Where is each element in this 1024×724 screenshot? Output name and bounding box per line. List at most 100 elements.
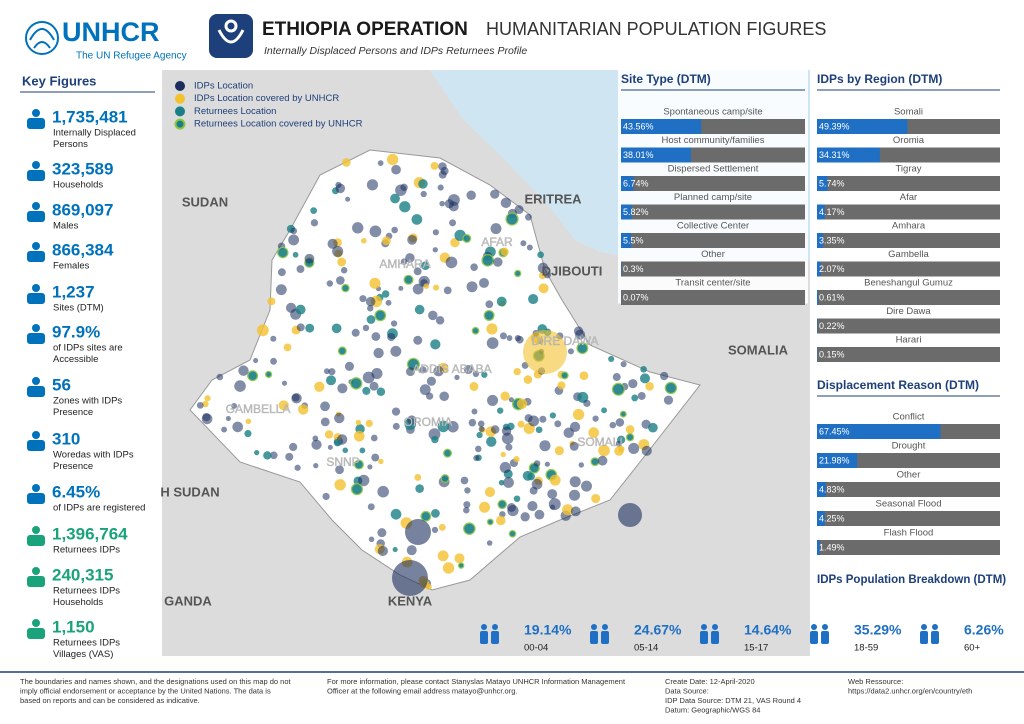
bar-track bbox=[817, 261, 1000, 277]
country-label: GANDA bbox=[164, 593, 212, 608]
key-figure-value: 1,237 bbox=[52, 282, 95, 301]
map-point bbox=[412, 283, 424, 295]
map-point bbox=[568, 489, 581, 501]
bar-value-label: 3.35% bbox=[819, 235, 845, 245]
legend-swatch bbox=[174, 118, 186, 130]
map-point bbox=[481, 253, 495, 267]
panel-title: Site Type (DTM) bbox=[621, 72, 711, 86]
key-figures-title: Key Figures bbox=[22, 73, 96, 88]
header: UNHCR The UN Refugee Agency ETHIOPIA OPE… bbox=[25, 14, 826, 62]
map-point bbox=[567, 348, 574, 355]
map-point bbox=[269, 451, 278, 460]
map-point bbox=[500, 391, 510, 401]
footer-web: https://data2.unhcr.org/en/country/eth bbox=[848, 686, 972, 695]
key-figure-desc: Presence bbox=[53, 461, 93, 472]
map-point bbox=[439, 391, 450, 402]
map-point bbox=[414, 473, 422, 481]
bar-category: Drought bbox=[892, 441, 926, 452]
bar-value-label: 34.31% bbox=[819, 150, 850, 160]
bar bbox=[817, 482, 826, 497]
map-point bbox=[554, 446, 564, 456]
age-group-label: 60+ bbox=[964, 643, 981, 654]
legend-label: Returnees Location covered by UNHCR bbox=[194, 119, 363, 130]
map-point bbox=[526, 244, 533, 251]
bar bbox=[817, 511, 825, 526]
map-point bbox=[544, 461, 550, 467]
map-point bbox=[528, 293, 539, 305]
legend-label: IDPs Location bbox=[194, 81, 253, 92]
map-point bbox=[539, 415, 547, 423]
map-point bbox=[612, 373, 621, 382]
map-point bbox=[520, 240, 527, 247]
map-point bbox=[609, 421, 617, 429]
map-point bbox=[204, 395, 211, 402]
bar bbox=[817, 147, 880, 163]
map-point bbox=[386, 153, 399, 166]
map-point bbox=[256, 324, 269, 337]
bar bbox=[817, 119, 908, 134]
country-label: KENYA bbox=[388, 593, 433, 608]
map-point bbox=[369, 277, 381, 289]
panel-title: Displacement Reason (DTM) bbox=[817, 378, 979, 392]
map-point bbox=[277, 246, 289, 259]
map-point bbox=[407, 235, 417, 245]
map-point bbox=[341, 283, 350, 293]
map-point bbox=[447, 421, 459, 433]
icon-head bbox=[32, 202, 40, 210]
map-point bbox=[475, 445, 482, 453]
map-point bbox=[513, 456, 520, 463]
map-point bbox=[292, 251, 299, 258]
map-point bbox=[514, 269, 522, 278]
map-point bbox=[601, 407, 608, 414]
map-point bbox=[332, 245, 344, 257]
map-point bbox=[477, 420, 485, 428]
bar-category: Somali bbox=[894, 107, 923, 118]
key-figure-icon bbox=[27, 242, 45, 262]
map-point bbox=[313, 462, 319, 469]
map-point bbox=[392, 422, 400, 430]
map-point bbox=[351, 328, 360, 337]
map-point bbox=[275, 284, 287, 296]
map-point bbox=[484, 487, 496, 498]
map-point bbox=[549, 474, 561, 486]
bar-category: Other bbox=[701, 249, 725, 260]
key-figure-desc: Sites (DTM) bbox=[53, 303, 104, 314]
map-point bbox=[323, 368, 330, 375]
map-point bbox=[413, 335, 423, 345]
map-point bbox=[631, 394, 639, 402]
key-figure-value: 1,396,764 bbox=[52, 524, 128, 543]
map-point bbox=[496, 407, 504, 414]
icon-body bbox=[27, 440, 45, 451]
bar-category: Dispersed Settlement bbox=[668, 164, 759, 175]
age-group-value: 6.26% bbox=[964, 622, 1004, 638]
icon-body bbox=[711, 631, 719, 644]
bar-value-label: 6.74% bbox=[623, 178, 649, 188]
map-point bbox=[597, 455, 608, 466]
map-point bbox=[425, 583, 432, 590]
age-group-value: 35.29% bbox=[854, 622, 902, 638]
map-point bbox=[641, 445, 652, 456]
map-point bbox=[628, 379, 638, 389]
icon-head bbox=[32, 619, 40, 627]
icon-head bbox=[32, 431, 40, 439]
map-point bbox=[598, 444, 610, 457]
bar-category: Flash Flood bbox=[884, 528, 934, 539]
map-point bbox=[245, 418, 252, 425]
bar-category: Transit center/site bbox=[675, 278, 750, 289]
map-point bbox=[331, 323, 342, 334]
map-point bbox=[353, 430, 365, 442]
footer-meta: Datum: Geographic/WGS 84 bbox=[665, 705, 760, 714]
region-label: OROMIA bbox=[404, 415, 453, 429]
map-point bbox=[359, 447, 366, 454]
map-point bbox=[432, 229, 439, 236]
map-point bbox=[335, 183, 346, 194]
map-point bbox=[196, 401, 204, 409]
map-point bbox=[288, 234, 300, 246]
map-point bbox=[353, 459, 364, 470]
map-point bbox=[433, 284, 440, 291]
map-point bbox=[513, 367, 521, 376]
icon-body bbox=[601, 631, 609, 644]
key-figure-value: 97.9% bbox=[52, 322, 100, 341]
map-point bbox=[334, 479, 346, 491]
map-point bbox=[485, 300, 494, 309]
